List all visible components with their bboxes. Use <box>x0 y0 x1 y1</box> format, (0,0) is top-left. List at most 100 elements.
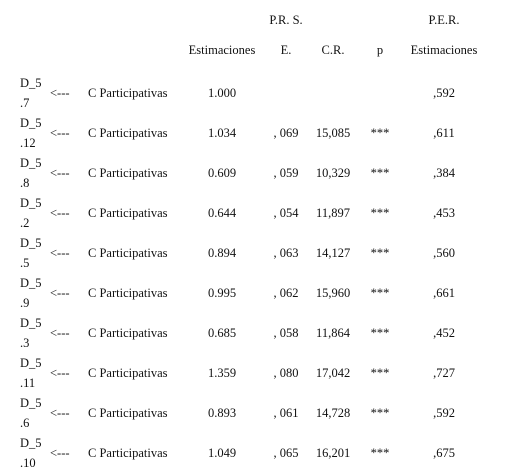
header-spacer <box>20 0 180 73</box>
cell: *** <box>370 286 390 300</box>
cell: D_5 .8 <box>20 156 42 190</box>
cell <box>308 73 358 113</box>
cell: , 061 <box>273 406 299 420</box>
cell: D_5 .3 <box>20 316 42 350</box>
cell: , 054 <box>273 206 299 220</box>
cell: C Participativas <box>88 126 168 140</box>
cell: 15,960 <box>315 286 351 300</box>
cell: 1.359 <box>207 366 237 380</box>
cell: C Participativas <box>88 326 168 340</box>
cell: <--- <box>50 246 70 260</box>
cell: <--- <box>50 446 70 460</box>
data-row: D_5 .2 <--- C Participativas 0.644 , 054 11,8… <box>20 193 486 233</box>
cell: C Participativas <box>88 166 168 180</box>
cell: C Participativas <box>88 286 168 300</box>
cell: <--- <box>50 286 70 300</box>
cell: , 059 <box>273 166 299 180</box>
cell: D_5 .11 <box>20 356 42 390</box>
cell: ,611 <box>433 126 455 140</box>
header-row: Estimaciones P.R. S. E. C.R. p P.E.R. Estima… <box>20 0 486 73</box>
cell: <--- <box>50 366 70 380</box>
cell: C Participativas <box>88 246 168 260</box>
cell: 0.995 <box>207 286 237 300</box>
data-row: D_5 .7 <--- C Participativas 1.000 ,592 <box>20 73 486 113</box>
cell: , 065 <box>273 446 299 460</box>
cell: , 080 <box>273 366 299 380</box>
cell: 17,042 <box>315 366 351 380</box>
cell: D_5 .6 <box>20 396 42 430</box>
cell: *** <box>370 326 390 340</box>
cell: <--- <box>50 126 70 140</box>
cell: 14,728 <box>315 406 351 420</box>
cell: 1.000 <box>207 86 237 100</box>
cell: C Participativas <box>88 86 168 100</box>
cell: 1.049 <box>207 446 237 460</box>
cell: <--- <box>50 326 70 340</box>
cell: 0.685 <box>207 326 237 340</box>
cell: *** <box>370 126 390 140</box>
cell: *** <box>370 166 390 180</box>
cell: ,384 <box>433 166 455 180</box>
page: Estimaciones P.R. S. E. C.R. p P.E.R. Estima… <box>20 13 478 470</box>
cell: D_5 .7 <box>20 76 42 110</box>
data-row: D_5 .9 <--- C Participativas 0.995 , 062 15,9… <box>20 273 486 313</box>
cell: C Participativas <box>88 406 168 420</box>
cell: ,592 <box>433 406 455 420</box>
cell: <--- <box>50 406 70 420</box>
cell: <--- <box>50 86 70 100</box>
data-row: D_5 .10 <--- C Participativas 1.049 , 065 16,… <box>20 433 486 473</box>
cell: 11,897 <box>316 206 350 220</box>
results-table: Estimaciones P.R. S. E. C.R. p P.E.R. Estima… <box>20 0 486 473</box>
cell: 1.034 <box>207 126 237 140</box>
cell: D_5 .2 <box>20 196 42 230</box>
data-row: D_5 .3 <--- C Participativas 0.685 , 058 11,8… <box>20 313 486 353</box>
header-cell: p <box>376 43 384 57</box>
cell: ,453 <box>433 206 455 220</box>
cell: C Participativas <box>88 366 168 380</box>
cell: 10,329 <box>315 166 351 180</box>
cell: 0.894 <box>207 246 237 260</box>
data-row: D_5 .6 <--- C Participativas 0.893 , 061 14,7… <box>20 393 486 433</box>
cell: D_5 .9 <box>20 276 42 310</box>
cell: , 062 <box>273 286 299 300</box>
cell: ,661 <box>433 286 455 300</box>
cell: D_5 .5 <box>20 236 42 270</box>
cell: *** <box>370 246 390 260</box>
cell: 0.609 <box>207 166 237 180</box>
cell: *** <box>370 366 390 380</box>
cell: D_5 .12 <box>20 116 42 150</box>
data-row: D_5 .11 <--- C Participativas 1.359 , 080 17,… <box>20 353 486 393</box>
cell: *** <box>370 406 390 420</box>
cell: , 069 <box>273 126 299 140</box>
cell: , 058 <box>273 326 299 340</box>
table-body: Estimaciones P.R. S. E. C.R. p P.E.R. Estima… <box>20 0 486 473</box>
cell: D_5 .10 <box>20 436 42 470</box>
cell: 15,085 <box>315 126 351 140</box>
cell: *** <box>370 206 390 220</box>
header-cell: C.R. <box>321 43 345 57</box>
cell <box>358 73 402 113</box>
cell: 14,127 <box>315 246 351 260</box>
cell: ,560 <box>433 246 455 260</box>
cell: <--- <box>50 166 70 180</box>
cell: 16,201 <box>315 446 351 460</box>
header-cell: Estimaciones <box>188 43 256 57</box>
cell: C Participativas <box>88 206 168 220</box>
cell: <--- <box>50 206 70 220</box>
header-cell: P.R. S. E. <box>269 13 303 57</box>
data-row: D_5 .12 <--- C Participativas 1.034 , 069 15,… <box>20 113 486 153</box>
cell: ,675 <box>433 446 455 460</box>
cell: 11,864 <box>316 326 350 340</box>
cell <box>264 73 308 113</box>
cell: ,592 <box>433 86 455 100</box>
cell: 0.644 <box>207 206 237 220</box>
header-cell: P.E.R. Estimaciones <box>410 13 478 57</box>
cell: ,727 <box>433 366 455 380</box>
cell: , 063 <box>273 246 299 260</box>
cell: 0.893 <box>207 406 237 420</box>
cell: *** <box>370 446 390 460</box>
cell: C Participativas <box>88 446 168 460</box>
data-row: D_5 .8 <--- C Participativas 0.609 , 059 10,3… <box>20 153 486 193</box>
data-row: D_5 .5 <--- C Participativas 0.894 , 063 14,1… <box>20 233 486 273</box>
cell: ,452 <box>433 326 455 340</box>
